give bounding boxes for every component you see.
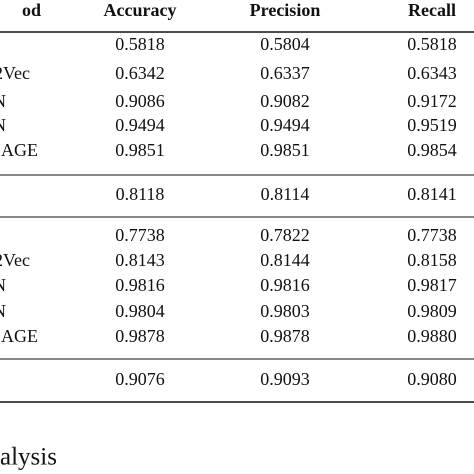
summary-cell: 0.9076	[115, 369, 165, 389]
cell: 0.7738	[407, 225, 457, 245]
cell: 0.9878	[260, 326, 310, 346]
header-cell: Accuracy	[104, 0, 177, 20]
cell: 0.6343	[407, 63, 457, 83]
cell: 0.9880	[407, 326, 457, 346]
cell: 0.6337	[260, 63, 310, 83]
cell: 0.9172	[407, 91, 457, 111]
header-cell: od	[22, 0, 41, 20]
cell: 0.5818	[407, 34, 457, 54]
cell: 0.8158	[407, 250, 457, 270]
cell: 0.9519	[407, 115, 457, 135]
row-label: N	[0, 115, 6, 135]
header-cell: Precision	[250, 0, 321, 20]
cell: 0.9854	[407, 140, 457, 160]
cell: 0.9816	[260, 275, 310, 295]
row-label: N	[0, 301, 6, 321]
cell: 0.9086	[115, 91, 165, 111]
row-label: N	[0, 275, 6, 295]
cell: 0.9494	[115, 115, 165, 135]
cell: 0.9851	[260, 140, 310, 160]
header-cell: Recall	[408, 0, 456, 20]
cell: 0.7822	[260, 225, 310, 245]
cell: 0.9082	[260, 91, 310, 111]
row-label: N	[0, 91, 6, 111]
cell: 0.9851	[115, 140, 165, 160]
cell: 0.9803	[260, 301, 310, 321]
cell: 0.9494	[260, 115, 310, 135]
cell: 0.8144	[260, 250, 310, 270]
cell: 0.9878	[115, 326, 165, 346]
cell: 0.9816	[115, 275, 165, 295]
summary-cell: 0.8118	[116, 184, 165, 204]
cell: 0.9817	[407, 275, 457, 295]
cell: 0.5804	[260, 34, 310, 54]
cell: 0.9809	[407, 301, 457, 321]
summary-cell: 0.8114	[261, 184, 310, 204]
summary-cell: 0.8141	[407, 184, 457, 204]
cell: 0.6342	[115, 63, 165, 83]
cell: 0.9804	[115, 301, 165, 321]
row-label: AGE	[1, 326, 38, 346]
row-label: 2Vec	[0, 63, 30, 83]
row-label: 2Vec	[0, 250, 30, 270]
summary-cell: 0.9093	[260, 369, 310, 389]
summary-cell: 0.9080	[407, 369, 457, 389]
row-label: AGE	[1, 140, 38, 160]
caption: alysis	[0, 444, 57, 471]
cell: 0.5818	[115, 34, 165, 54]
cell: 0.7738	[115, 225, 165, 245]
cell: 0.8143	[115, 250, 165, 270]
